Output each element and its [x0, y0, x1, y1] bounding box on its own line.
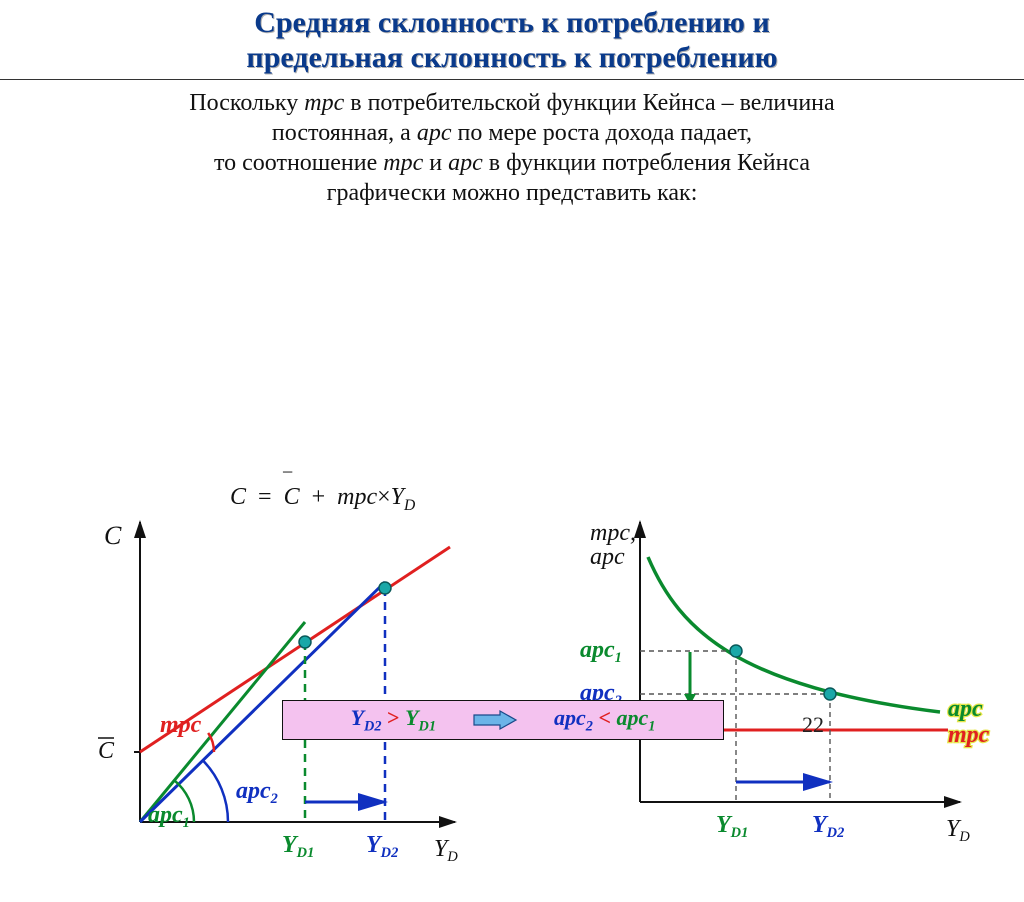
conclusion-box: YD2 > YD1 apc2 < apc1 [282, 700, 724, 740]
svg-text:YD2: YD2 [812, 812, 844, 841]
svg-text:YD1: YD1 [282, 832, 314, 861]
svg-text:mpc,: mpc, [590, 520, 636, 546]
svg-text:YD2: YD2 [366, 832, 398, 861]
intro-text: Поскольку mpc в потребительской функции … [0, 80, 1024, 212]
svg-text:mpc: mpc [160, 712, 202, 738]
page-number: 22 [802, 712, 824, 738]
svg-text:apc1: apc1 [148, 802, 190, 831]
svg-text:apc: apc [590, 544, 625, 570]
svg-text:C: C [104, 521, 122, 550]
svg-text:C: C [98, 738, 115, 764]
svg-text:YD: YD [946, 816, 970, 845]
svg-text:apc1: apc1 [580, 637, 622, 666]
svg-text:apc2: apc2 [236, 778, 278, 807]
svg-text:YD: YD [434, 836, 458, 865]
svg-text:apc: apc [948, 696, 983, 722]
implies-arrow-icon [472, 709, 518, 731]
svg-text:YD1: YD1 [716, 812, 748, 841]
svg-text:mpc: mpc [948, 722, 990, 748]
slide-title: Средняя склонность к потреблению и преде… [0, 0, 1024, 80]
